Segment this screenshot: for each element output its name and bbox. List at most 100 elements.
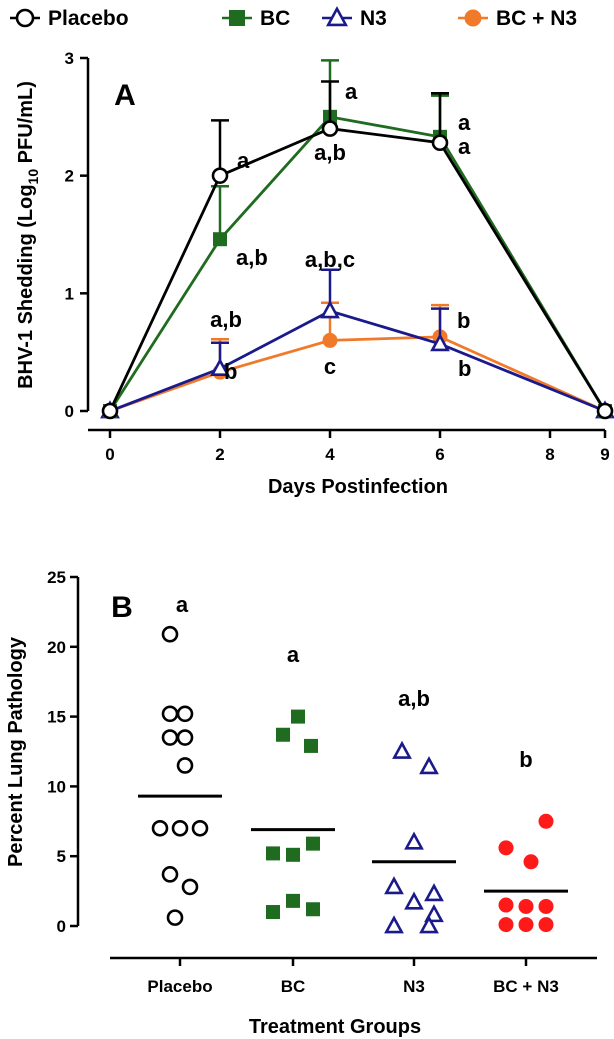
panel-a-y-axis-title-part-1: BHV-1 Shedding (Log [15,184,37,388]
legend-item-2: N3 [322,7,387,30]
panel-a-annotation-2: a,b [210,307,242,332]
legend-label-2: N3 [360,7,387,30]
panel-a-annotation-5: a,b [314,140,346,165]
panel-a-annotation-3: b [224,359,237,384]
panel-a-x-axis-title: Days Postinfection [268,476,448,498]
panel-b-y-tick-label-3: 15 [47,708,66,727]
panel-a-annotation-9: a [458,134,471,159]
panel-a-y-axis-title-part-2: 10 [25,169,41,185]
panel-b-group-3: b [484,747,568,932]
legend-marker-3 [465,10,481,26]
panel-b-x-tick-label-0: Placebo [147,977,212,996]
panel-b-point-3-8 [539,918,553,932]
panel-a-y-axis-title-part-3: PFU/mL) [15,81,37,169]
panel-a-x-tick-label-0: 0 [105,445,114,464]
panel-a-line-2 [110,311,605,411]
panel-a-x-tick-label-1: 2 [215,445,224,464]
panel-b-point-0-4 [163,731,177,745]
panel-b-point-3-2 [524,855,538,869]
panel-b-point-1-2 [304,739,318,753]
panel-a-series-1 [103,60,612,418]
panel-b-point-0-8 [193,821,207,835]
panel-b-letter-3: b [519,747,532,772]
panel-a-point-0-4 [598,404,612,418]
panel-a-x-tick-label-5: 9 [600,445,609,464]
panel-b-point-3-1 [499,841,513,855]
panel-b-point-3-0 [539,814,553,828]
panel-b-point-1-4 [286,848,300,862]
panel-a-annotation-1: a,b [236,245,268,270]
panel-a-line-3 [110,337,605,411]
panel-b-y-tick-label-4: 20 [47,638,66,657]
panel-b-point-2-4 [426,886,441,900]
panel-b-point-0-6 [153,821,167,835]
panel-a-point-1-1 [213,232,227,246]
panel-b-point-2-2 [406,834,421,848]
panel-a-y-tick-label-1: 1 [65,284,74,303]
panel-a-series-2 [102,270,612,417]
legend-item-1: BC [222,7,290,30]
panel-b-point-0-5 [178,758,192,772]
panel-b-point-3-7 [519,918,533,932]
panel-a-line-1 [110,117,605,411]
legend-label-1: BC [260,7,290,30]
panel-a-line-chart: 0 1 2 3 0 2 4 6 8 9 Days Postinfection BHV-1 Sheddi… [15,49,613,498]
panel-b-x-tick-label-3: BC + N3 [493,977,559,996]
panel-b-point-0-11 [168,911,182,925]
panel-b-y-tick-label-0: 0 [57,917,66,936]
legend-marker-1 [229,10,245,26]
legend: Placebo BC N3 BC + N3 [10,7,577,30]
panel-a-point-3-2 [323,333,337,347]
panel-b-point-1-5 [306,837,320,851]
panel-a-line-0 [110,129,605,411]
panel-b-point-1-1 [276,728,290,742]
panel-b-letter-2: a,b [398,686,430,711]
panel-b-letter-0: a [176,592,189,617]
panel-b-y-tick-label-1: 5 [57,847,66,866]
panel-a-point-0-0 [103,404,117,418]
panel-b-group-0: a [138,592,222,925]
panel-b-letter-1: a [287,642,300,667]
legend-marker-0 [17,10,33,26]
panel-b-group-2: a,b [372,686,456,932]
panel-b-x-axis-title: Treatment Groups [249,1016,421,1038]
panel-a-point-2-2 [322,303,337,317]
panel-b-point-3-4 [519,899,533,913]
panel-b-y-tick-label-5: 25 [47,568,66,587]
panel-b-point-0-0 [163,627,177,641]
panel-b-point-2-0 [394,743,409,757]
panel-a-y-tick-label-2: 2 [65,167,74,186]
panel-b-point-2-5 [406,894,421,908]
panel-a-letter: A [114,79,136,112]
legend-label-3: BC + N3 [496,7,577,30]
panel-b-point-0-10 [183,880,197,894]
panel-b-point-2-7 [386,918,401,932]
legend-item-0: Placebo [10,7,129,30]
panel-a-y-tick-label-3: 3 [65,49,74,68]
panel-b-point-1-8 [306,902,320,916]
panel-b-y-tick-label-2: 10 [47,777,66,796]
panel-a-annotation-7: c [324,354,336,379]
panel-b-point-0-3 [178,731,192,745]
panel-b-scatter-chart: 0 5 10 15 20 25 Placebo BC N3 BC + N3 Treatment Gr… [5,568,597,1038]
panel-a-y-axis-title: BHV-1 Shedding (Log10 PFU/mL) [15,81,41,389]
panel-b-point-2-3 [386,879,401,893]
panel-b-point-2-1 [421,759,436,773]
panel-a-y-tick-label-0: 0 [65,402,74,421]
panel-b-y-axis-title: Percent Lung Pathology [5,636,27,867]
panel-a-annotation-4: a [345,79,358,104]
panel-b-point-1-6 [286,894,300,908]
panel-b-x-tick-label-1: BC [281,977,306,996]
panel-b-point-0-1 [178,707,192,721]
panel-a-annotation-10: b [457,308,470,333]
panel-b-point-3-6 [499,918,513,932]
panel-b-point-0-9 [163,867,177,881]
panel-b-point-0-7 [173,821,187,835]
panel-b-point-3-5 [539,899,553,913]
panel-a-x-tick-label-3: 6 [435,445,444,464]
panel-b-point-1-0 [291,710,305,724]
legend-label-0: Placebo [48,7,129,30]
panel-a-point-0-2 [323,122,337,136]
panel-b-point-0-2 [163,707,177,721]
